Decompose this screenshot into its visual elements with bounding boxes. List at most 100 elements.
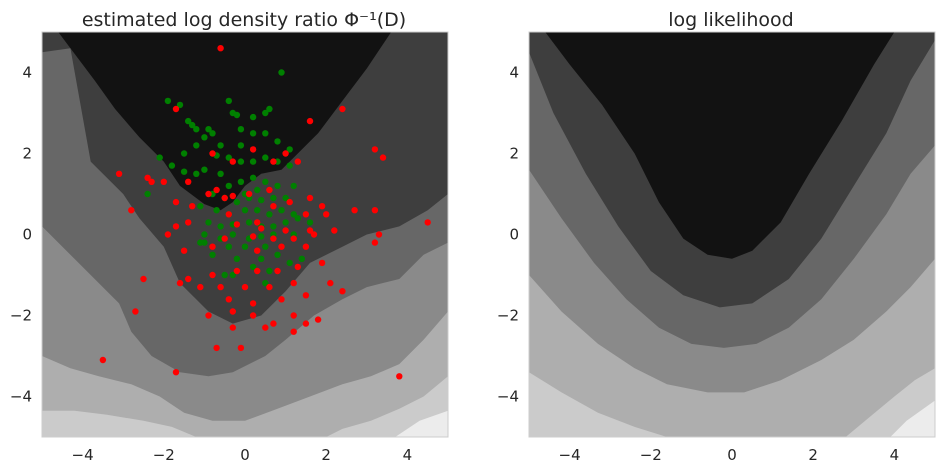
scatter-point: [144, 190, 151, 198]
left-x-tick-label: 4: [403, 446, 413, 464]
left-contour-fills: [42, 32, 448, 437]
scatter-point: [176, 101, 184, 109]
scatter-point: [396, 373, 403, 380]
scatter-point: [225, 97, 232, 105]
scatter-point: [172, 198, 180, 206]
scatter-point: [371, 239, 379, 246]
scatter-point: [274, 138, 281, 145]
scatter-point: [270, 158, 277, 165]
scatter-point: [237, 344, 245, 352]
scatter-point: [209, 150, 216, 157]
left-contour-level-6: [395, 410, 448, 437]
left-x-tick-label: 0: [240, 446, 250, 464]
scatter-point: [290, 182, 297, 190]
scatter-point: [172, 223, 180, 230]
scatter-point: [371, 146, 379, 153]
scatter-point: [225, 296, 232, 303]
right-contour-level-6: [890, 400, 935, 437]
scatter-point: [262, 109, 269, 117]
scatter-point: [189, 121, 196, 129]
scatter-point: [185, 219, 192, 226]
scatter-point: [132, 308, 139, 315]
scatter-point: [262, 243, 269, 250]
scatter-point: [290, 312, 297, 319]
scatter-point: [274, 251, 281, 258]
scatter-point: [249, 113, 257, 121]
scatter-point: [318, 203, 326, 210]
scatter-point: [339, 288, 346, 295]
scatter-point: [205, 190, 212, 198]
scatter-point: [164, 97, 172, 105]
scatter-point: [205, 219, 212, 226]
scatter-point: [160, 178, 167, 185]
scatter-point: [286, 198, 293, 206]
scatter-point: [180, 168, 188, 175]
scatter-point: [193, 126, 200, 133]
right-plot-frame: [528, 31, 936, 438]
scatter-point: [176, 279, 184, 287]
scatter-point: [306, 194, 314, 202]
scatter-point: [249, 146, 257, 153]
scatter-point: [225, 182, 232, 190]
scatter-point: [294, 215, 301, 222]
scatter-point: [302, 243, 310, 250]
scatter-point: [229, 158, 236, 165]
right-chart: log likelihood −4 −2 0 2 4 4 2 0 −2 −4: [497, 9, 936, 464]
right-x-tick-label: 4: [890, 446, 900, 464]
scatter-point: [233, 255, 241, 262]
scatter-point: [229, 308, 236, 315]
scatter-point: [156, 154, 163, 161]
scatter-point: [245, 219, 253, 226]
left-y-tick-label: 4: [22, 64, 32, 82]
scatter-point: [201, 166, 208, 173]
scatter-point: [233, 267, 241, 275]
scatter-point: [201, 231, 208, 238]
scatter-point: [221, 271, 228, 279]
scatter-point: [249, 174, 257, 181]
scatter-point: [249, 312, 257, 319]
scatter-point: [278, 69, 285, 76]
scatter-point: [189, 203, 196, 210]
scatter-point: [262, 130, 269, 137]
left-y-tick-label: 0: [22, 226, 32, 244]
right-x-tick-label: −4: [559, 446, 581, 464]
scatter-point: [424, 219, 431, 226]
scatter-point: [294, 158, 301, 165]
right-plot-area: [528, 31, 936, 438]
right-x-tick-label: 0: [727, 446, 737, 464]
scatter-point: [266, 283, 273, 291]
scatter-point: [266, 105, 273, 113]
left-x-tick-label: −4: [72, 446, 94, 464]
left-x-ticks: −4 −2 0 2 4: [72, 446, 413, 464]
scatter-point: [229, 324, 236, 331]
scatter-point: [379, 154, 387, 161]
scatter-point: [237, 126, 245, 133]
scatter-point: [197, 203, 204, 210]
right-y-ticks: 4 2 0 −2 −4: [497, 64, 519, 406]
scatter-point: [168, 162, 176, 169]
scatter-point: [282, 219, 289, 226]
scatter-point: [249, 233, 257, 240]
scatter-point: [205, 126, 212, 133]
scatter-point: [274, 267, 281, 275]
left-x-tick-label: 2: [321, 446, 331, 464]
scatter-point: [172, 105, 180, 113]
left-chart-title: estimated log density ratio Φ⁻¹(D): [82, 9, 406, 31]
scatter-point: [302, 211, 310, 218]
scatter-point: [201, 134, 208, 141]
scatter-point: [262, 324, 269, 331]
scatter-point: [209, 251, 216, 258]
scatter-point: [217, 170, 224, 177]
scatter-point: [270, 203, 277, 210]
scatter-point: [302, 320, 310, 327]
right-contour-level-4: [529, 258, 935, 437]
left-x-tick-label: −2: [153, 446, 175, 464]
scatter-point: [221, 235, 228, 242]
scatter-point: [241, 207, 249, 214]
scatter-point: [213, 207, 220, 214]
scatter-point: [185, 178, 192, 185]
scatter-point: [371, 207, 379, 214]
right-chart-title: log likelihood: [668, 9, 794, 31]
scatter-point: [278, 296, 285, 303]
scatter-point: [144, 174, 151, 181]
